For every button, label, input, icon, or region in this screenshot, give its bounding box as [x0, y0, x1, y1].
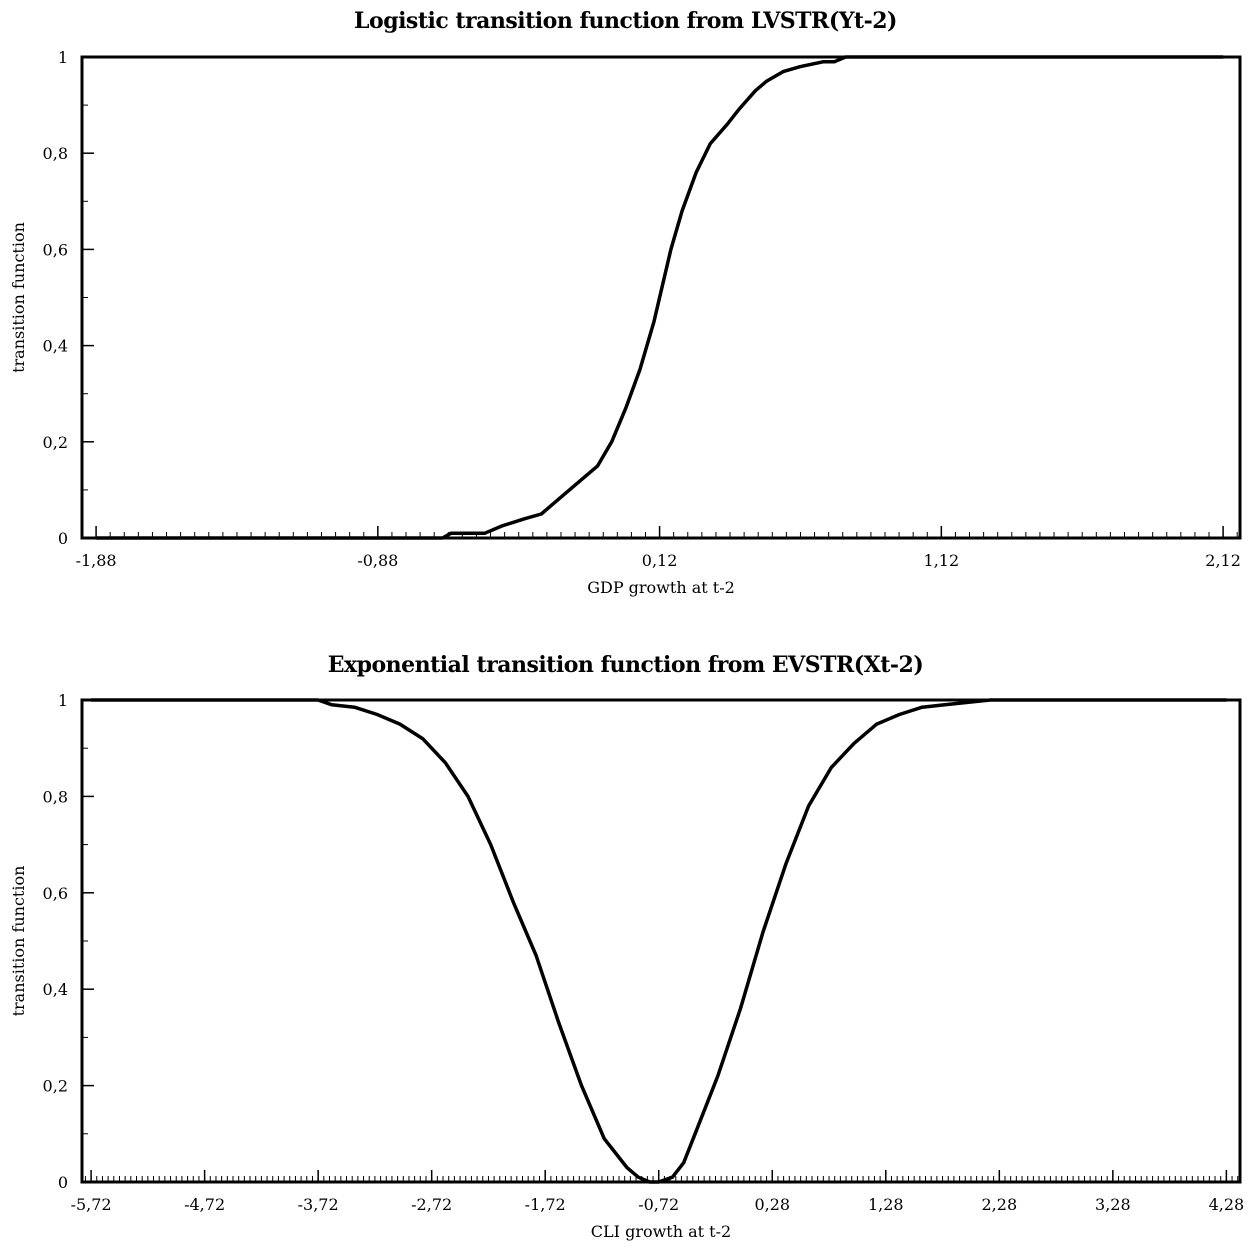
chart-title: Exponential transition function from EVS…: [327, 652, 924, 678]
exponential-chart: Exponential transition function from EVS…: [0, 640, 1251, 1251]
y-tick-label: 0,6: [43, 884, 68, 903]
x-tick-label: 2,28: [982, 1195, 1018, 1214]
y-tick-label: 0,4: [43, 337, 68, 356]
x-tick-label: 1,12: [924, 551, 960, 570]
exponential-chart-plot: -5,72 -4,72 -3,72 -2,72 -1,72 -0,72 0,28 1,28 2,…: [9, 691, 1245, 1241]
y-tick-label: 0,2: [43, 1077, 68, 1096]
y-tick-label: 0: [58, 1173, 68, 1192]
x-tick-label: 4,28: [1209, 1195, 1245, 1214]
x-tick-label: -2,72: [411, 1195, 452, 1214]
x-tick-label: -0,72: [638, 1195, 679, 1214]
chart-title: Logistic transition function from LVSTR(…: [354, 8, 897, 34]
x-tick-label: 2,12: [1205, 551, 1241, 570]
y-tick-label: 1: [58, 48, 68, 67]
x-axis-label: GDP growth at t-2: [587, 578, 735, 597]
x-tick-label: 0,28: [754, 1195, 790, 1214]
logistic-chart-plot: -1,88 -0,88 0,12 1,12 2,12 0 0,2 0,4 0,6 0,8 1 GDP …: [9, 48, 1242, 597]
y-tick-label: 0: [58, 529, 68, 548]
y-tick-label: 0,6: [43, 240, 68, 259]
y-tick-label: 1: [58, 691, 68, 710]
x-tick-label: -1,72: [525, 1195, 566, 1214]
x-tick-label: 0,12: [642, 551, 678, 570]
y-axis-label: transition function: [9, 222, 28, 373]
x-tick-label: -3,72: [298, 1195, 339, 1214]
plot-frame: [80, 698, 1242, 1184]
logistic-chart: Logistic transition function from LVSTR(…: [0, 0, 1251, 620]
y-axis-label: transition function: [9, 866, 28, 1017]
y-tick-label: 0,2: [43, 433, 68, 452]
x-axis-label: CLI growth at t-2: [591, 1222, 731, 1241]
y-tick-label: 0,8: [43, 787, 68, 806]
series-line: [91, 698, 1227, 1184]
x-tick-label: -1,88: [76, 551, 117, 570]
x-tick-label: 3,28: [1095, 1195, 1131, 1214]
x-tick-label: -4,72: [184, 1195, 225, 1214]
x-tick-label: -0,88: [357, 551, 398, 570]
series-line: [96, 55, 1224, 540]
y-tick-label: 0,8: [43, 144, 68, 163]
x-tick-label: -5,72: [71, 1195, 112, 1214]
y-tick-label: 0,4: [43, 980, 68, 999]
x-tick-label: 1,28: [868, 1195, 904, 1214]
